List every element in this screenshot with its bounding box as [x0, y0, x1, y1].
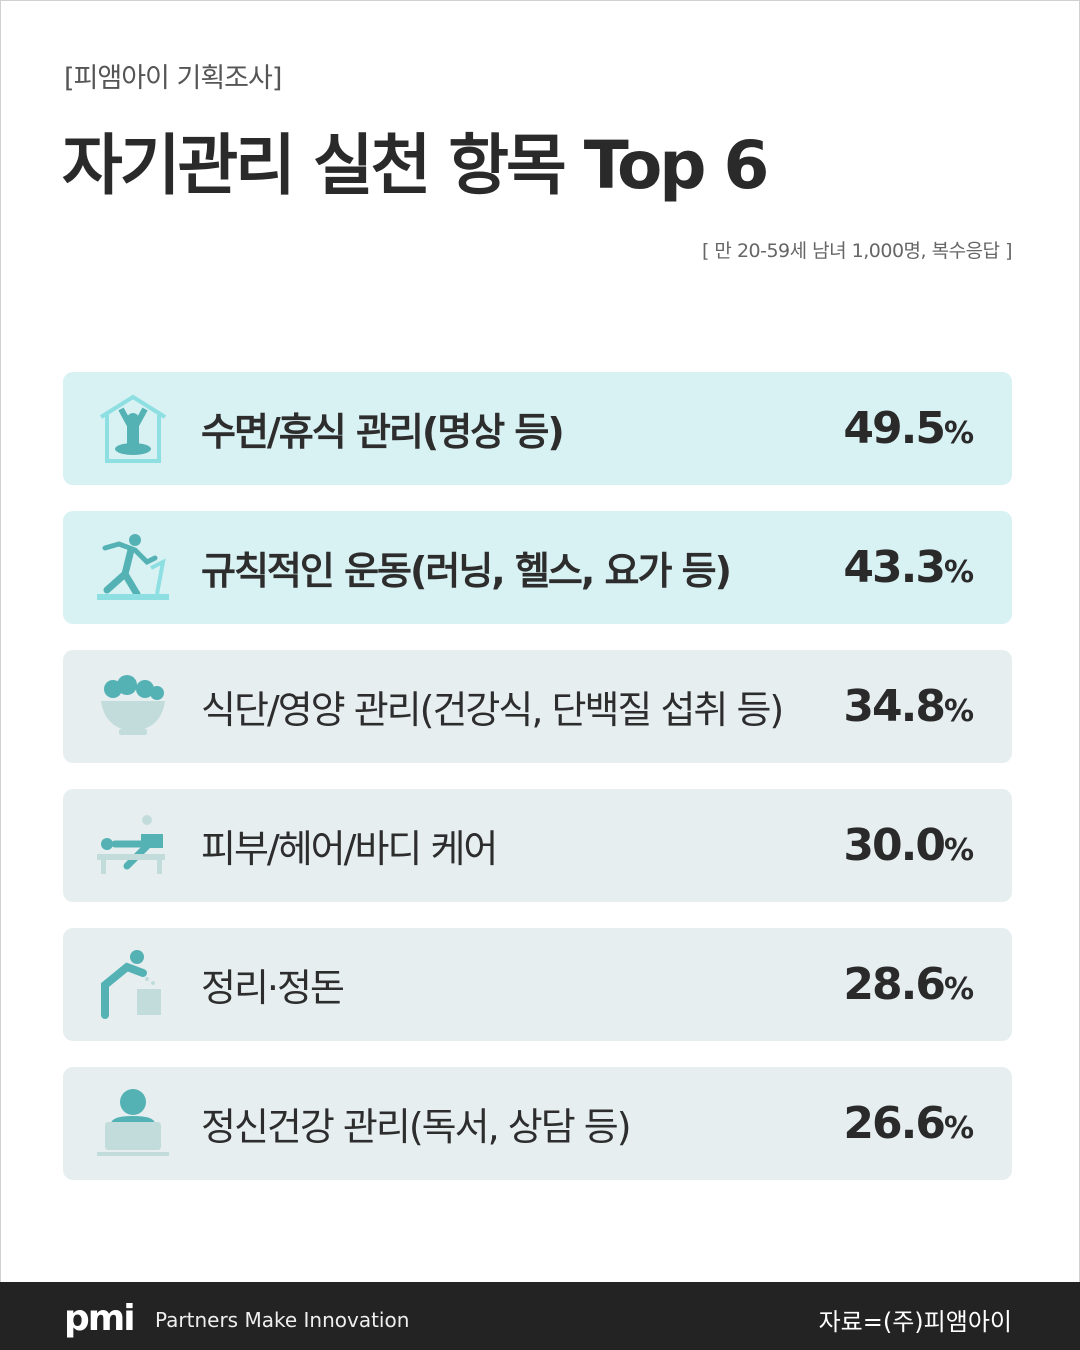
treadmill-runner-icon — [95, 530, 171, 606]
ranking-row-1: 수면/휴식 관리(명상 등) 49.5% — [63, 372, 1012, 485]
ranking-row-6: 정신건강 관리(독서, 상담 등) 26.6% — [63, 1067, 1012, 1180]
ranking-row-5: 정리·정돈 28.6% — [63, 928, 1012, 1041]
ranking-row-4: 피부/헤어/바디 케어 30.0% — [63, 789, 1012, 902]
row-label: 규칙적인 운동(러닝, 헬스, 요가 등) — [201, 549, 732, 593]
survey-note: [ 만 20-59세 남녀 1,000명, 복수응답 ] — [701, 240, 1013, 262]
ranking-row-3: 식단/영양 관리(건강식, 단백질 섭취 등) 34.8% — [63, 650, 1012, 763]
row-label: 수면/휴식 관리(명상 등) — [201, 410, 565, 454]
spa-massage-icon — [95, 808, 171, 884]
page-title: 자기관리 실천 항목 Top 6 — [62, 127, 769, 204]
row-value: 28.6% — [843, 959, 974, 1010]
tagline: Partners Make Innovation — [155, 1308, 410, 1332]
ranking-row-2: 규칙적인 운동(러닝, 헬스, 요가 등) 43.3% — [63, 511, 1012, 624]
row-value: 26.6% — [843, 1098, 974, 1149]
row-value: 30.0% — [843, 820, 974, 871]
meditation-house-icon — [95, 391, 171, 467]
row-label: 피부/헤어/바디 케어 — [201, 827, 498, 871]
row-value: 43.3% — [843, 542, 974, 593]
ranking-list: 수면/휴식 관리(명상 등) 49.5% 규칙적인 운동(러닝, 헬스, 요가 … — [63, 372, 1012, 1206]
row-value: 49.5% — [843, 403, 974, 454]
kicker: [피앰아이 기획조사] — [64, 63, 282, 94]
reading-person-icon — [95, 1086, 171, 1162]
footer: pmi Partners Make Innovation 자료=(주)피앰아이 — [0, 1282, 1080, 1350]
row-value: 34.8% — [843, 681, 974, 732]
tidying-person-icon — [95, 947, 171, 1023]
salad-bowl-icon — [95, 669, 171, 745]
pmi-logo: pmi — [64, 1298, 136, 1339]
row-label: 정리·정돈 — [201, 966, 345, 1010]
row-label: 식단/영양 관리(건강식, 단백질 섭취 등) — [201, 688, 784, 732]
source-credit: 자료=(주)피앰아이 — [818, 1308, 1012, 1336]
row-label: 정신건강 관리(독서, 상담 등) — [201, 1105, 632, 1149]
